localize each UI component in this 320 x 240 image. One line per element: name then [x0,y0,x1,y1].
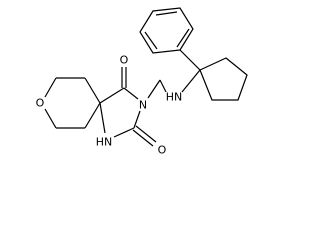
atom-label: HN [166,91,183,104]
atom-label: HN [96,136,113,149]
bonds [44,7,248,147]
atom-label: O [120,54,129,67]
atom-label: N [139,99,147,112]
atom-label: O [36,97,45,110]
atom-labels: O O N O HN HN [36,54,183,157]
atom-label: O [158,144,167,157]
molecule-diagram: O O N O HN HN [36,7,248,157]
